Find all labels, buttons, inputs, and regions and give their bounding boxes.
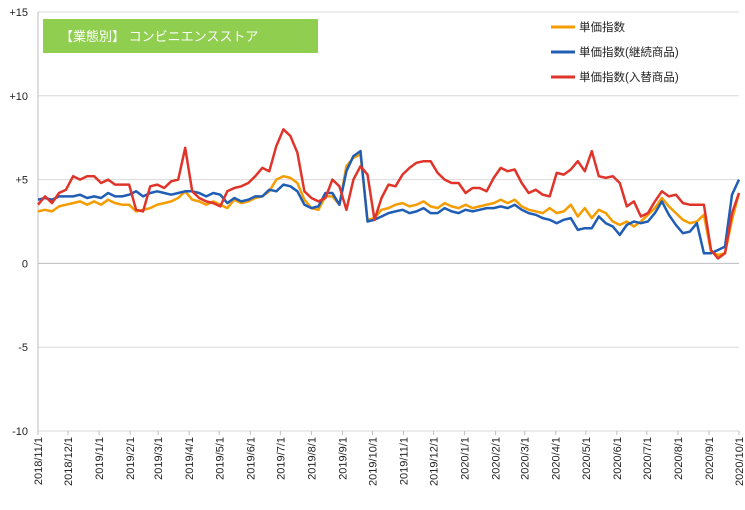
x-tick-label: 2018/11/1	[33, 437, 45, 485]
legend-label: 単価指数	[579, 20, 625, 34]
banner-label: 【業態別】 コンビニエンスストア	[60, 29, 258, 44]
x-tick-label: 2019/2/1	[125, 437, 137, 480]
x-tick-label: 2020/3/1	[520, 437, 532, 480]
y-tick-label: +15	[9, 7, 28, 19]
series-line-2	[37, 149, 741, 255]
legend-label: 単価指数(入替商品)	[579, 70, 679, 84]
x-tick-label: 2018/12/1	[63, 437, 75, 486]
x-tick-label: 2020/2/1	[491, 437, 503, 480]
x-tick-label: 2019/12/1	[429, 437, 441, 486]
x-tick-label: 2019/3/1	[153, 437, 165, 480]
x-tick-label: 2020/6/1	[612, 437, 624, 480]
x-tick-label: 2019/8/1	[306, 437, 318, 480]
series-line-1	[37, 153, 741, 257]
x-tick-label: 2019/5/1	[214, 437, 226, 480]
y-tick-label: 0	[22, 258, 28, 270]
banner-background	[43, 19, 318, 53]
x-tick-label: 2019/10/1	[367, 437, 379, 486]
banner: 【業態別】 コンビニエンスストア	[43, 19, 318, 53]
y-tick-label: -5	[18, 342, 28, 354]
gridlines	[38, 11, 739, 432]
legend-label: 単価指数(継続商品)	[579, 45, 679, 59]
x-tick-label: 2019/9/1	[337, 437, 349, 480]
x-tick-label: 2020/8/1	[673, 437, 685, 480]
x-tick-label: 2020/7/1	[642, 437, 654, 480]
x-tick-label: 2020/9/1	[704, 437, 716, 480]
x-tick-label: 2019/7/1	[275, 437, 287, 480]
x-tick-label: 2019/1/1	[94, 437, 106, 480]
x-tick-label: 2019/4/1	[184, 437, 196, 480]
x-tick-label: 2020/4/1	[551, 437, 563, 480]
series-lines	[37, 128, 741, 260]
x-tick-label: 2019/11/1	[399, 437, 411, 485]
y-tick-label: +10	[9, 91, 28, 103]
x-tick-label: 2020/10/1	[734, 437, 745, 486]
series-line-3	[37, 128, 741, 260]
y-tick-label: -10	[12, 426, 28, 438]
x-tick-label: 2019/6/1	[245, 437, 257, 480]
y-tick-label: +5	[15, 175, 28, 187]
y-axis: +15 +10 +5 0 -5 -10	[9, 7, 39, 438]
x-tick-label: 2020/1/1	[460, 437, 472, 480]
x-axis: 2018/11/1 2018/12/1 2019/1/1 2019/2/1 2019/3…	[33, 431, 745, 486]
x-tick-label: 2020/5/1	[581, 437, 593, 480]
